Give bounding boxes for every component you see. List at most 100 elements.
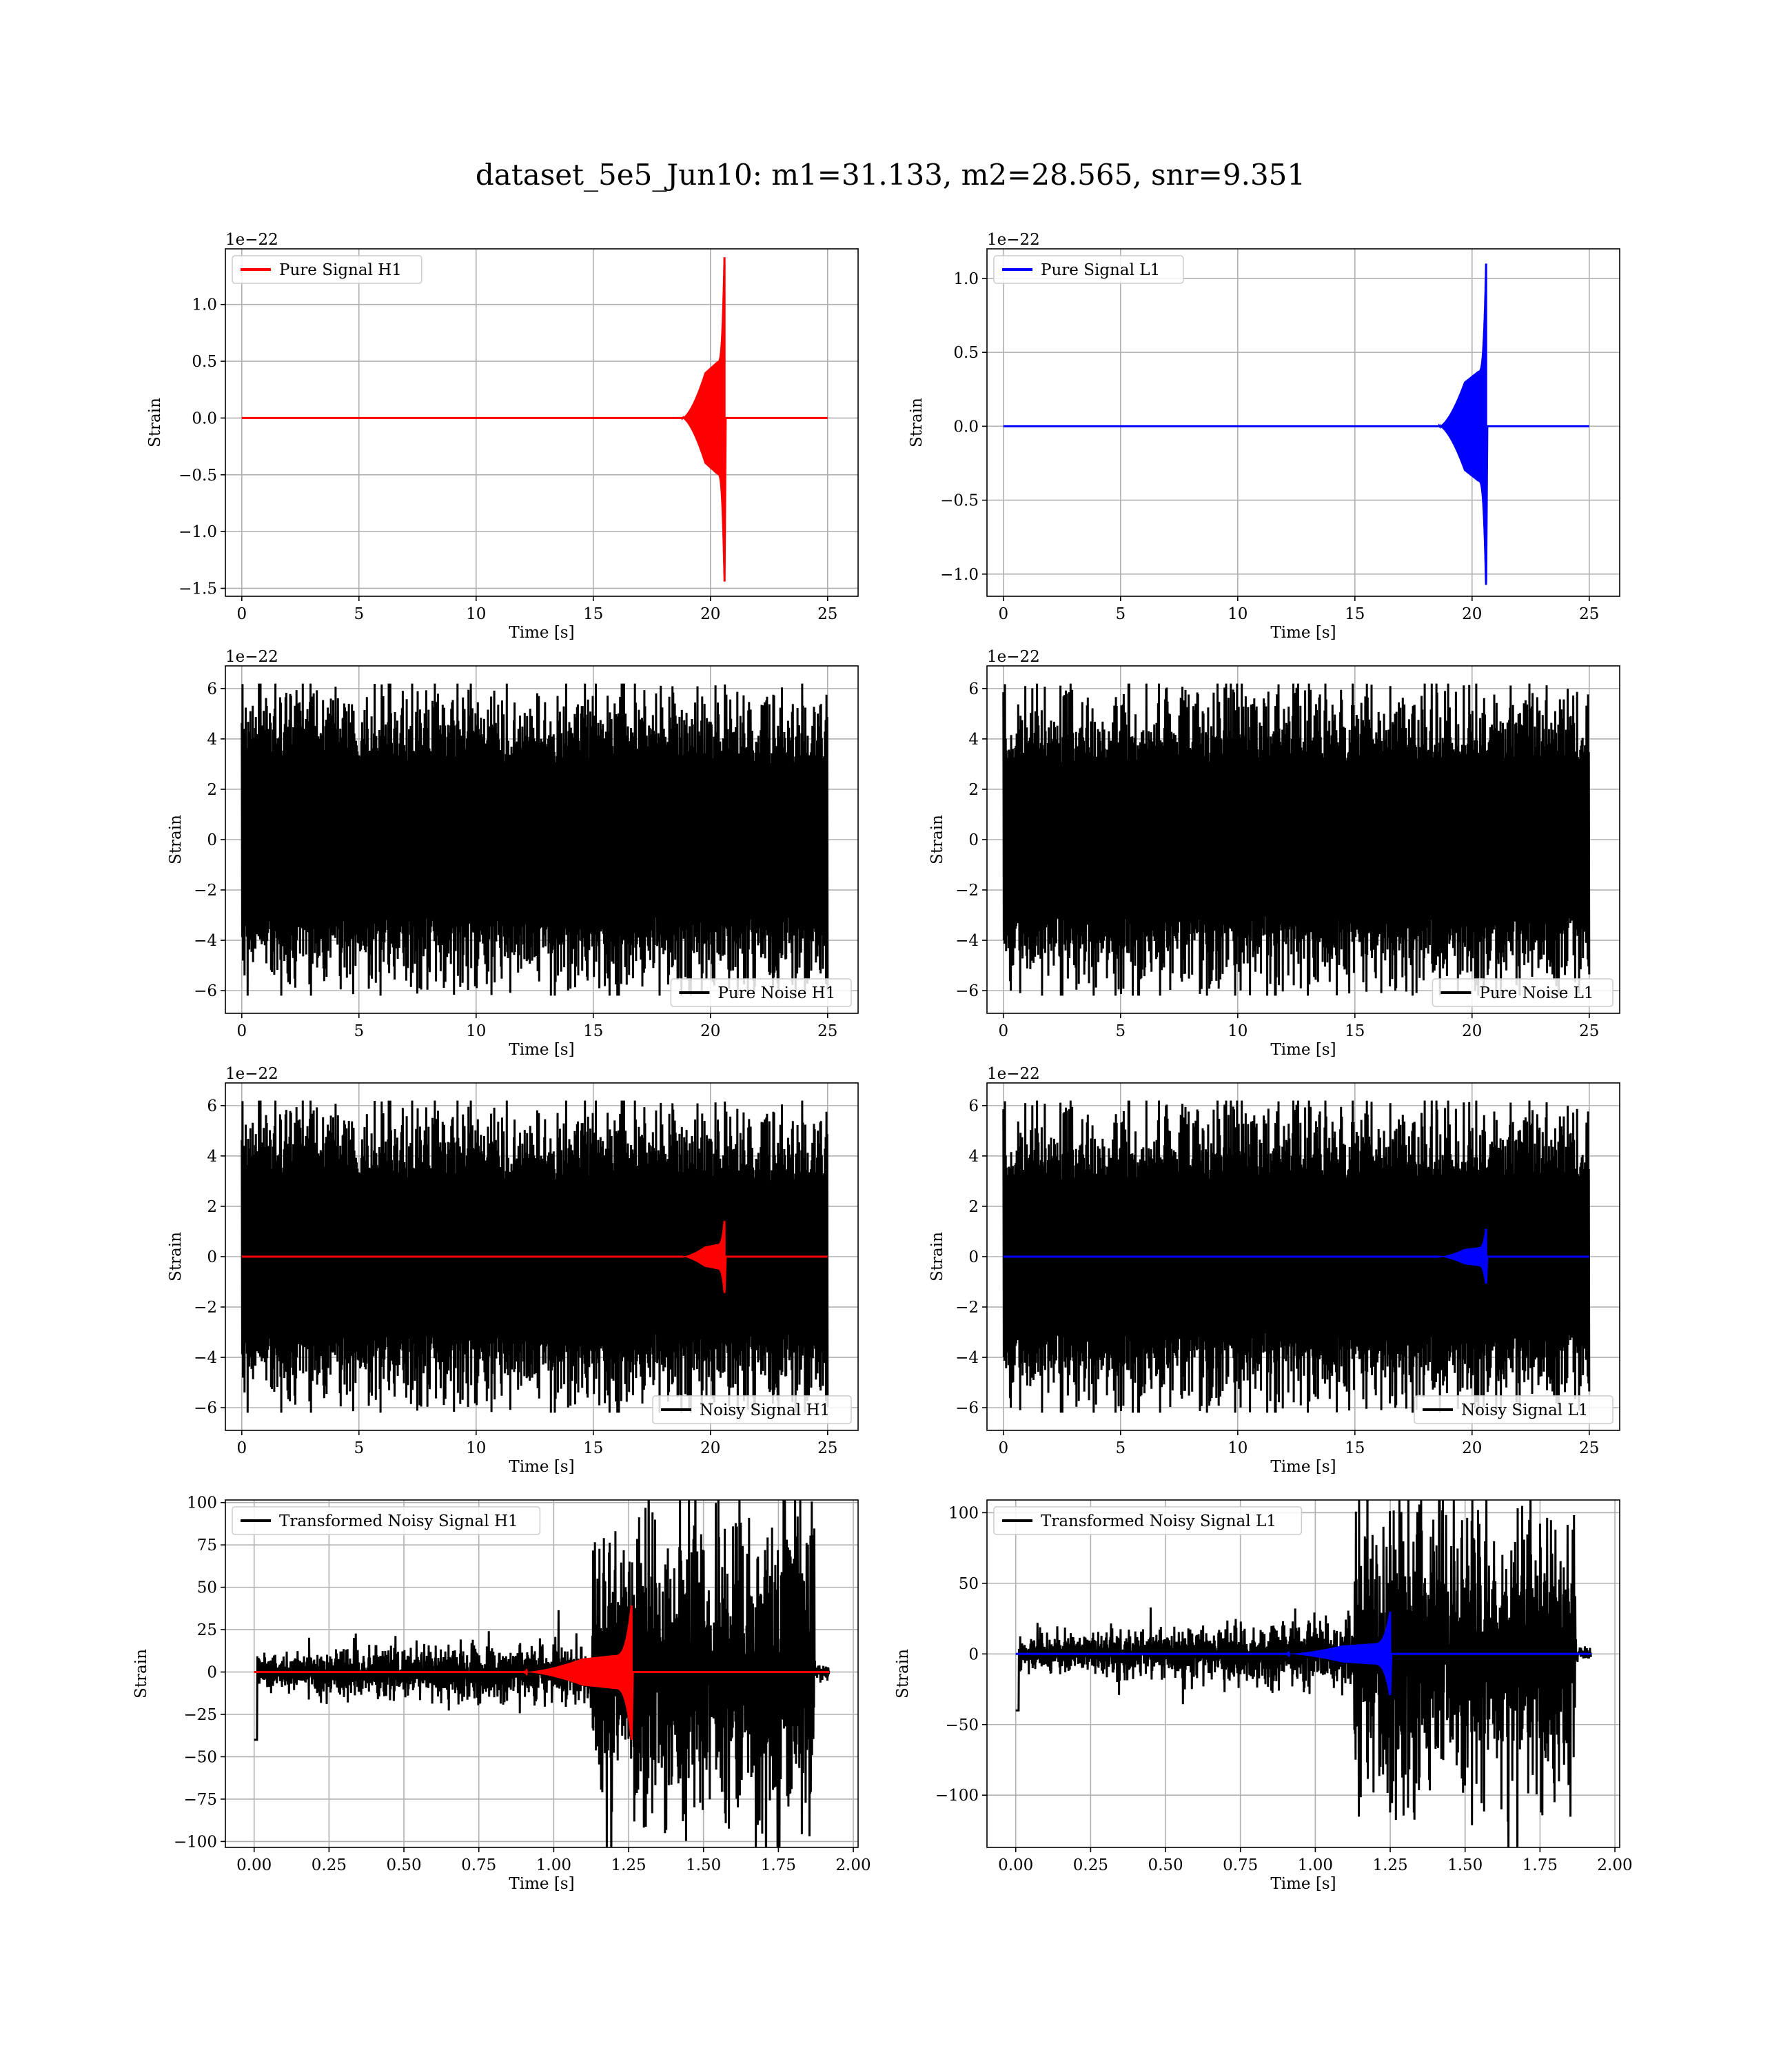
legend-box xyxy=(232,1506,541,1535)
y-tick-label: 25 xyxy=(197,1621,217,1639)
y-axis-label: Strain xyxy=(894,1649,912,1699)
y-tick-label: 6 xyxy=(207,680,217,698)
y-tick-label: −50 xyxy=(945,1716,979,1734)
y-tick-label: −6 xyxy=(955,1399,979,1417)
y-tick-label: −6 xyxy=(194,982,217,1000)
series-pure-noise-l1 xyxy=(1002,683,1591,996)
y-tick-label: −100 xyxy=(935,1787,979,1805)
y-axis: −100 −50 0 50 100 xyxy=(935,1504,987,1805)
plot-area xyxy=(1002,1100,1591,1413)
axes-frame xyxy=(225,1499,859,1848)
x-tick-label: 25 xyxy=(817,605,837,623)
series-pure-signal-h1 xyxy=(241,257,828,582)
y-tick-label: 0 xyxy=(207,1664,217,1682)
x-tick-label: 0 xyxy=(998,605,1008,623)
y-axis-label: Strain xyxy=(132,1649,150,1699)
x-tick-label: 20 xyxy=(1462,1439,1482,1457)
y-tick-label: 4 xyxy=(207,731,217,749)
x-tick-label: 15 xyxy=(583,1022,603,1040)
x-tick-label: 20 xyxy=(1462,1022,1482,1040)
legend: Transformed Noisy Signal L1 xyxy=(993,1506,1303,1535)
x-tick-label: 0.00 xyxy=(236,1856,272,1874)
x-tick-label: 25 xyxy=(817,1022,837,1040)
y-axis-label: Strain xyxy=(146,398,164,447)
y-offset-text: 1e−22 xyxy=(225,1065,278,1083)
series-chirp-overlay xyxy=(254,1605,830,1740)
y-tick-label: 0.5 xyxy=(192,353,217,371)
x-axis-label: Time [s] xyxy=(509,1041,574,1059)
x-tick-label: 15 xyxy=(1345,1022,1365,1040)
y-tick-label: 6 xyxy=(207,1097,217,1115)
axes-frame xyxy=(986,248,1620,597)
legend-box xyxy=(652,1395,852,1424)
x-tick-label: 0.50 xyxy=(1148,1856,1183,1874)
chart-noisy-signal-h1: 0 5 10 15 20 25 −6 −4 −2 0 2 4 6 Time [s] Strain 1e−22 N… xyxy=(167,1065,859,1476)
x-tick-label: 25 xyxy=(1579,1439,1599,1457)
series-transformed-noisy-signal-h1 xyxy=(254,1500,831,1847)
y-axis-label: Strain xyxy=(928,815,946,864)
x-tick-label: 1.75 xyxy=(1523,1856,1558,1874)
x-tick-label: 10 xyxy=(466,605,486,623)
y-axis-label: Strain xyxy=(928,1232,946,1281)
y-tick-label: −0.5 xyxy=(179,467,217,485)
x-tick-label: 0.25 xyxy=(312,1856,347,1874)
y-tick-label: −4 xyxy=(194,1349,217,1367)
chart-noisy-signal-l1: 0 5 10 15 20 25 −6 −4 −2 0 2 4 6 Time [s] Strain 1e−22 N… xyxy=(928,1065,1620,1476)
y-tick-label: −0.5 xyxy=(940,492,979,510)
x-tick-label: 0.75 xyxy=(461,1856,496,1874)
x-axis-label: Time [s] xyxy=(1270,1041,1336,1059)
x-axis-label: Time [s] xyxy=(509,1458,574,1476)
y-offset-text: 1e−22 xyxy=(225,648,278,666)
y-axis: −6 −4 −2 0 2 4 6 xyxy=(194,680,225,1000)
y-axis-label: Strain xyxy=(167,815,185,864)
x-tick-label: 20 xyxy=(1462,605,1482,623)
x-tick-label: 0 xyxy=(998,1439,1008,1457)
y-offset-text: 1e−22 xyxy=(225,231,278,249)
legend-box xyxy=(993,255,1184,284)
legend-box xyxy=(232,255,422,284)
plot-area xyxy=(241,1100,829,1413)
y-tick-label: 0.0 xyxy=(192,409,217,427)
axes-frame xyxy=(986,1499,1620,1848)
x-axis: 0.00 0.25 0.50 0.75 1.00 1.25 1.50 1.75 2.00 xyxy=(998,1847,1633,1874)
y-tick-label: 4 xyxy=(968,1148,979,1166)
legend-box xyxy=(1432,978,1613,1007)
x-tick-label: 15 xyxy=(1345,1439,1365,1457)
legend-label: Noisy Signal L1 xyxy=(1461,1401,1588,1419)
x-tick-label: 20 xyxy=(700,605,720,623)
series-noisy-signal-h1 xyxy=(241,1100,829,1413)
x-tick-label: 1.50 xyxy=(686,1856,721,1874)
y-tick-label: 2 xyxy=(968,781,979,799)
y-tick-label: −6 xyxy=(955,982,979,1000)
chart-pure-signal-h1: 0 5 10 15 20 25 −1.5 −1.0 −0.5 0.0 0.5 1.0 Time [s] S… xyxy=(146,231,859,642)
legend: Pure Signal H1 xyxy=(232,255,422,284)
y-axis: −100 −75 −50 −25 0 25 50 75 100 xyxy=(174,1494,225,1851)
legend: Noisy Signal L1 xyxy=(1414,1395,1613,1424)
x-tick-label: 0.25 xyxy=(1073,1856,1108,1874)
x-tick-label: 10 xyxy=(466,1439,486,1457)
legend-label: Pure Signal L1 xyxy=(1041,261,1160,279)
x-tick-label: 5 xyxy=(1115,605,1126,623)
plot-area xyxy=(1002,683,1591,996)
y-axis-label: Strain xyxy=(908,398,926,447)
x-axis: 0 5 10 15 20 25 xyxy=(236,1013,837,1040)
y-tick-label: −4 xyxy=(955,932,979,950)
x-tick-label: 2.00 xyxy=(835,1856,870,1874)
plot-area xyxy=(241,257,828,582)
y-tick-label: −2 xyxy=(955,1299,979,1317)
y-axis: −6 −4 −2 0 2 4 6 xyxy=(955,1097,987,1417)
series-pure-noise-h1 xyxy=(241,683,829,996)
y-tick-label: −6 xyxy=(194,1399,217,1417)
x-tick-label: 20 xyxy=(700,1022,720,1040)
x-tick-label: 25 xyxy=(1579,1022,1599,1040)
x-axis: 0 5 10 15 20 25 xyxy=(236,1430,837,1457)
y-tick-label: 4 xyxy=(968,731,979,749)
series-chirp-overlay xyxy=(1015,1611,1591,1696)
legend: Pure Signal L1 xyxy=(993,255,1184,284)
x-tick-label: 5 xyxy=(354,1022,364,1040)
legend-box xyxy=(1414,1395,1613,1424)
chart-pure-noise-l1: 0 5 10 15 20 25 −6 −4 −2 0 2 4 6 Time [s] Strain 1e−22 P… xyxy=(928,648,1620,1059)
x-axis: 0 5 10 15 20 25 xyxy=(998,1013,1599,1040)
y-tick-label: 0 xyxy=(968,1645,979,1663)
y-tick-label: −75 xyxy=(183,1791,217,1809)
